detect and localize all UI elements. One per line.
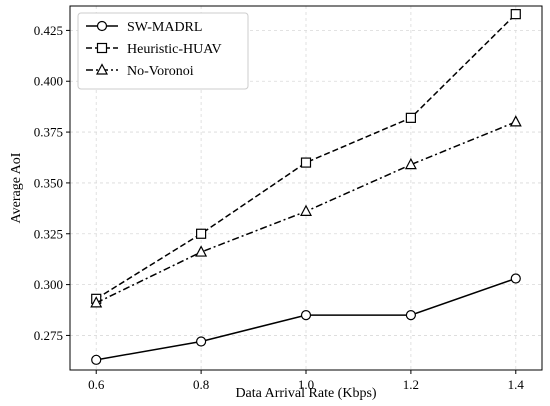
grid — [70, 6, 542, 370]
data-point-no-voronoi — [195, 245, 208, 257]
y-tick-label: 0.350 — [34, 175, 63, 190]
x-axis-label: Data Arrival Rate (Kbps) — [235, 386, 376, 401]
y-tick-label: 0.275 — [34, 328, 63, 343]
legend-marker-sw-madrl — [96, 20, 108, 32]
legend: SW-MADRL Heuristic-HUAV No-Voronoi — [77, 12, 249, 90]
data-point-sw-madrl — [300, 309, 312, 321]
x-tick-label: 1.2 — [403, 377, 419, 392]
data-point-heuristic-huav — [196, 228, 207, 239]
data-point-no-voronoi — [300, 204, 312, 216]
x-tick-label: 1.0 — [298, 377, 314, 392]
legend-box — [77, 12, 249, 90]
y-tick-label: 0.400 — [34, 74, 63, 89]
series-sw-madrl — [91, 273, 521, 365]
y-tick-label: 0.425 — [34, 23, 63, 38]
axis-ticks: 0.6 0.8 1.0 1.2 1.4 0.275 0.300 0.325 0.350 0.375… — [34, 23, 525, 392]
data-point-sw-madrl — [405, 309, 416, 321]
y-axis-label: Average AoI — [9, 152, 24, 223]
series-line-heuristic-huav — [95, 13, 517, 300]
data-point-sw-madrl — [510, 273, 521, 284]
data-point-heuristic-huav — [405, 112, 416, 123]
data-point-heuristic-huav — [300, 157, 312, 168]
x-tick-label: 0.6 — [88, 377, 105, 392]
series-group — [90, 9, 522, 365]
legend-label-no-voronoi: No-Voronoi — [127, 64, 194, 79]
legend-marker-no-voronoi — [96, 63, 108, 75]
legend-label-sw-madrl: SW-MADRL — [127, 20, 202, 35]
data-point-heuristic-huav — [510, 9, 521, 20]
x-tick-label: 0.8 — [193, 377, 209, 392]
x-tick-label: 1.4 — [508, 377, 525, 392]
data-point-sw-madrl — [196, 336, 207, 347]
data-point-no-voronoi — [404, 157, 417, 170]
y-tick-label: 0.300 — [34, 277, 63, 292]
data-point-sw-madrl — [91, 354, 102, 365]
y-tick-label: 0.375 — [34, 125, 63, 140]
data-point-no-voronoi — [90, 296, 103, 308]
data-point-no-voronoi — [509, 115, 522, 127]
legend-label-heuristic-huav: Heuristic-HUAV — [127, 42, 222, 57]
y-tick-label: 0.325 — [34, 226, 63, 241]
legend-marker-heuristic-huav — [96, 42, 108, 54]
series-no-voronoi — [90, 115, 522, 308]
